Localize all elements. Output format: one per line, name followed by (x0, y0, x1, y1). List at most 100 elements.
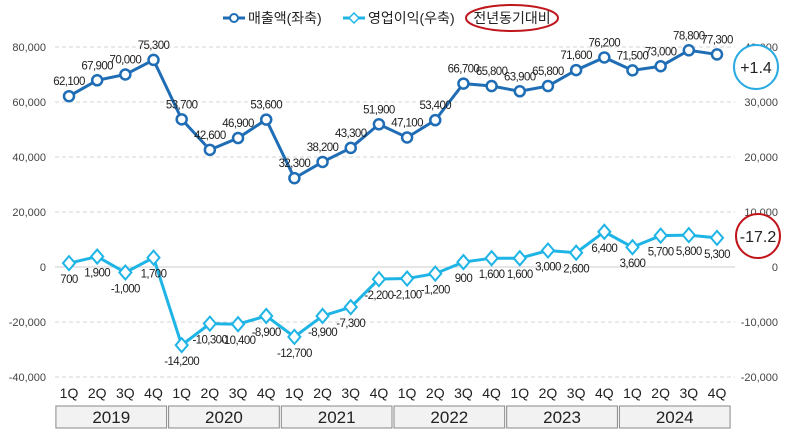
sales-data-label: 71,600 (560, 50, 592, 62)
sales-data-label: 71,500 (617, 50, 649, 62)
right-tick-label: 30,000 (744, 97, 778, 109)
sales-point (710, 48, 724, 61)
profit-point (118, 263, 133, 282)
quarter-label: 4Q (144, 385, 163, 401)
profit-point (484, 249, 499, 267)
sales-point (175, 113, 188, 126)
yoy-sales-circle (733, 44, 779, 90)
sales-point (62, 89, 76, 103)
profit-point (258, 307, 274, 325)
profit-point (709, 229, 725, 247)
profit-data-label: 700 (60, 274, 78, 286)
profit-data-label: -10,300 (192, 335, 227, 347)
profit-data-label: 1,600 (479, 269, 505, 281)
profit-point (456, 253, 471, 271)
sales-point (598, 51, 611, 64)
quarter-label: 4Q (482, 385, 501, 401)
sales-data-label: 51,900 (363, 104, 395, 116)
profit-data-label: -14,200 (164, 356, 199, 368)
quarter-label: 3Q (567, 385, 586, 401)
sales-data-label: 53,600 (250, 100, 282, 112)
right-tick-label: -20,000 (741, 372, 778, 384)
legend-sales: 매출액(좌축) (248, 10, 322, 26)
profit-point (681, 226, 697, 244)
sales-point (400, 131, 414, 144)
profit-data-label: -10,400 (221, 335, 256, 347)
profit-data-label: 900 (455, 273, 473, 285)
left-tick-label: 20,000 (12, 207, 46, 219)
year-box (55, 405, 168, 429)
sales-point (147, 53, 160, 67)
quarter-label: 1Q (285, 385, 304, 401)
sales-point (682, 44, 696, 57)
sales-data-label: 65,800 (476, 66, 508, 78)
legend-badge: 전년동기대비 (473, 10, 550, 26)
profit-point (315, 307, 330, 325)
quarter-label: 2Q (88, 385, 107, 401)
sales-data-label: 43,300 (335, 128, 367, 140)
profit-data-label: 3,000 (535, 262, 561, 274)
sales-point (259, 113, 273, 126)
right-tick-label: -10,000 (741, 317, 778, 329)
yoy-profit-circle (735, 213, 781, 259)
profit-point (202, 315, 218, 333)
year-label: 2022 (430, 408, 468, 427)
sales-point (429, 113, 442, 127)
sales-point (231, 131, 245, 145)
sales-data-label: 53,400 (419, 100, 451, 112)
year-label: 2024 (656, 408, 694, 427)
right-tick-label: 0 (772, 262, 778, 274)
sales-data-label: 47,100 (391, 117, 423, 129)
left-tick-label: 60,000 (12, 97, 46, 109)
profit-point (230, 315, 246, 333)
profit-data-label: 1,700 (141, 269, 167, 281)
year-box (393, 405, 506, 429)
profit-data-label: -1,200 (421, 285, 450, 297)
quarter-label: 1Q (398, 385, 417, 401)
profit-point (512, 249, 528, 267)
legend-profit: 영업이익(우축) (368, 10, 455, 26)
sales-point (569, 63, 583, 77)
sales-data-label: 78,800 (673, 30, 705, 42)
quarter-label: 3Q (454, 385, 473, 401)
profit-point (596, 223, 612, 241)
sales-point (485, 79, 498, 93)
yoy-sales-value: +1.4 (740, 60, 772, 77)
legend-marker-sales (229, 13, 239, 23)
quarter-label: 4Q (370, 385, 389, 401)
profit-data-label: -1,000 (111, 284, 140, 296)
sales-data-label: 42,600 (194, 130, 226, 142)
sales-data-label: 46,900 (222, 118, 254, 130)
sales-point (541, 79, 555, 93)
sales-point (513, 85, 527, 98)
sales-data-label: 38,200 (307, 142, 339, 154)
sales-point (316, 155, 329, 169)
profit-point (568, 244, 584, 262)
profit-point (287, 328, 302, 346)
series-line-1 (68, 230, 718, 348)
year-label: 2019 (92, 408, 130, 427)
quarter-label: 3Q (116, 385, 135, 401)
year-box (168, 405, 280, 429)
profit-data-label: 1,600 (507, 269, 533, 281)
sales-data-label: 73,000 (645, 46, 677, 58)
profit-data-label: 2,600 (563, 264, 589, 276)
profit-data-label: -2,100 (393, 290, 422, 302)
left-tick-label: -40,000 (9, 372, 46, 384)
quarter-label: 1Q (510, 385, 529, 401)
left-tick-label: 0 (40, 262, 46, 274)
year-box (280, 405, 393, 429)
legend-badge-ellipse (465, 4, 559, 32)
quarter-label: 4Q (257, 385, 276, 401)
sales-data-label: 65,800 (532, 66, 564, 78)
left-tick-label: -20,000 (9, 317, 46, 329)
profit-data-label: 6,400 (591, 243, 617, 255)
sales-point (654, 60, 667, 73)
sales-data-label: 70,000 (110, 55, 142, 67)
sales-data-label: 62,100 (53, 76, 85, 88)
quarter-label: 1Q (172, 385, 191, 401)
legend-marker-profit (347, 11, 361, 25)
profit-point (540, 241, 556, 260)
